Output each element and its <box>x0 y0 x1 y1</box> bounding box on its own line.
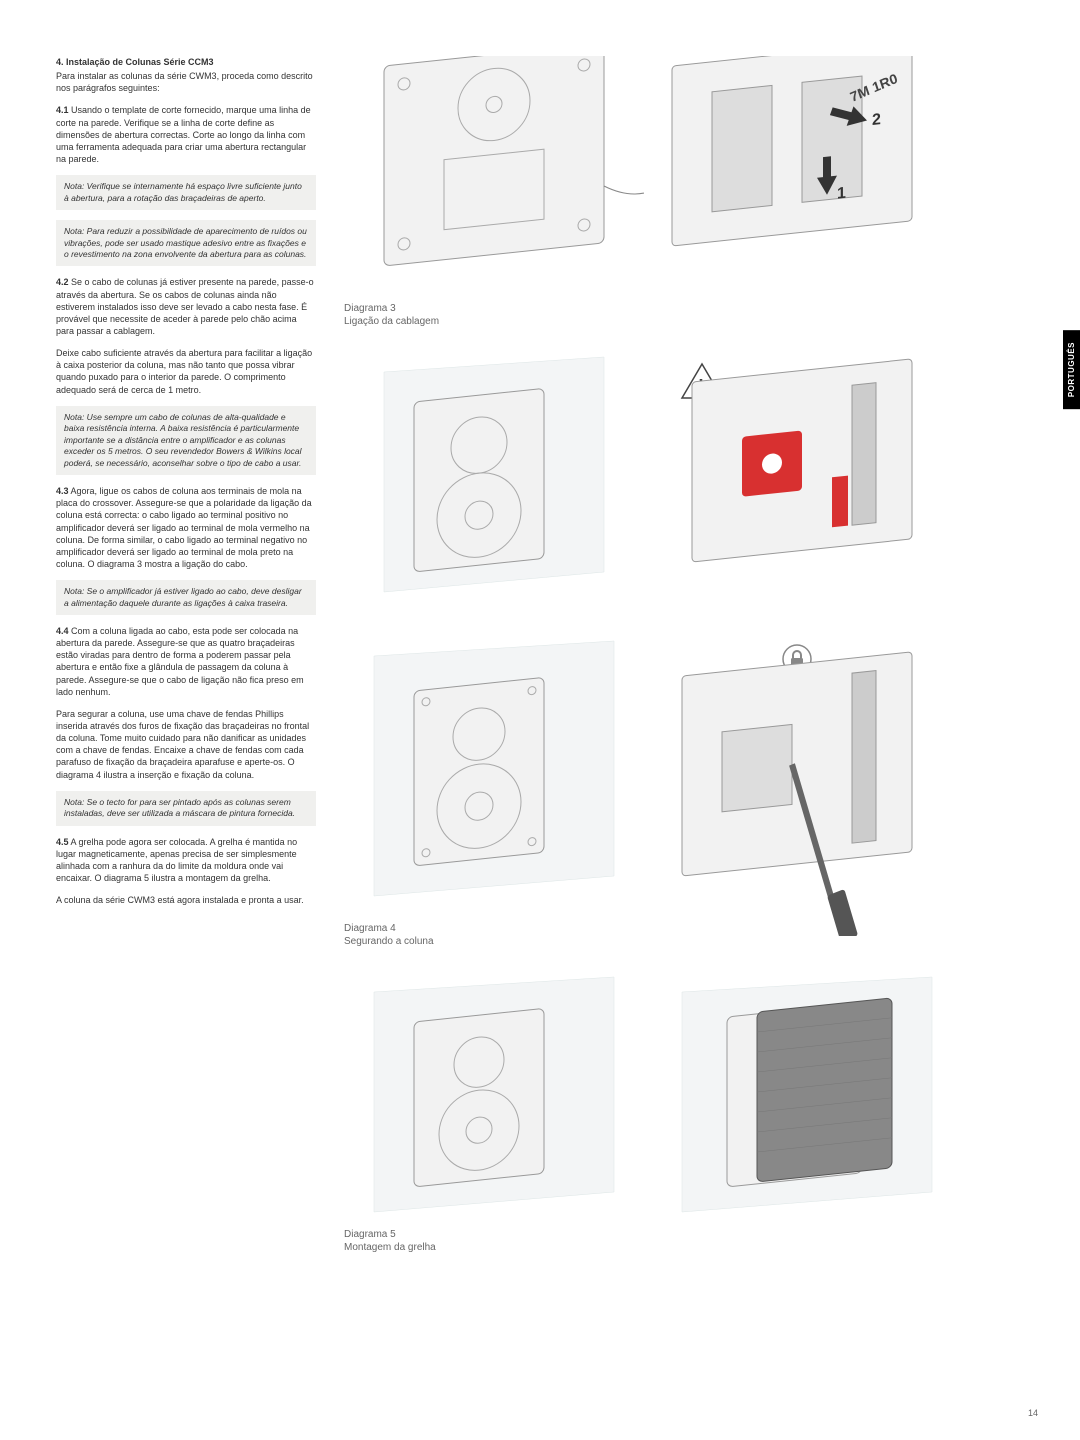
step-text: Com a coluna ligada ao cabo, esta pode s… <box>56 626 304 697</box>
step-42b: Deixe cabo suficiente através da abertur… <box>56 347 316 396</box>
diagram-5-left-image <box>344 972 644 1222</box>
step-number: 4.3 <box>56 486 69 496</box>
step-number: 4.2 <box>56 277 69 287</box>
diagram-3-left-image <box>344 56 644 296</box>
step-45a: 4.5 A grelha pode agora ser colocada. A … <box>56 836 316 885</box>
step-44a: 4.4 Com a coluna ligada ao cabo, esta po… <box>56 625 316 698</box>
diagram-clamp-right-image: ! <box>662 352 952 612</box>
diagram-3: 7M 1R0 1 2 Diagrama 3 Ligação da cablage <box>344 56 1038 328</box>
step-text: Usando o template de corte fornecido, ma… <box>56 105 311 164</box>
diagram-4: Diagrama 4 Segurando a coluna <box>344 636 1038 948</box>
note-box: Nota: Se o amplificador já estiver ligad… <box>56 580 316 615</box>
diagram-clamp: ! <box>344 352 1038 612</box>
note-box: Nota: Verifique se internamente há espaç… <box>56 175 316 210</box>
diagram-5-caption: Diagrama 5 Montagem da grelha <box>344 1228 644 1254</box>
note-box: Nota: Para reduzir a possibilidade de ap… <box>56 220 316 266</box>
diagram-3-right-image: 7M 1R0 1 2 <box>662 56 942 276</box>
diagram-4-right-image <box>662 636 952 936</box>
step-number: 4.1 <box>56 105 69 115</box>
diagram-4-caption: Diagrama 4 Segurando a coluna <box>344 922 644 948</box>
step-number: 4.5 <box>56 837 69 847</box>
step-42a: 4.2 Se o cabo de colunas já estiver pres… <box>56 276 316 337</box>
step-43: 4.3 Agora, ligue os cabos de coluna aos … <box>56 485 316 570</box>
diagram-clamp-left-image <box>344 352 644 612</box>
step-45b: A coluna da série CWM3 está agora instal… <box>56 894 316 906</box>
svg-text:2: 2 <box>872 110 881 129</box>
step-41: 4.1 Usando o template de corte fornecido… <box>56 104 316 165</box>
page-body: 4. Instalação de Colunas Série CCM3 Para… <box>56 56 1038 1254</box>
step-44b: Para segurar a coluna, use uma chave de … <box>56 708 316 781</box>
step-text: A grelha pode agora ser colocada. A grel… <box>56 837 297 883</box>
diagram-column: 7M 1R0 1 2 Diagrama 3 Ligação da cablage <box>344 56 1038 1254</box>
diagram-3-caption: Diagrama 3 Ligação da cablagem <box>344 302 1038 328</box>
svg-text:1: 1 <box>837 184 846 203</box>
page-number: 14 <box>1028 1408 1038 1418</box>
diagram-5: Diagrama 5 Montagem da grelha <box>344 972 1038 1254</box>
language-tab: PORTUGUÊS <box>1063 330 1080 409</box>
diagram-4-left-image <box>344 636 644 916</box>
note-box: Nota: Se o tecto for para ser pintado ap… <box>56 791 316 826</box>
step-text: Se o cabo de colunas já estiver presente… <box>56 277 314 336</box>
section-heading: 4. Instalação de Colunas Série CCM3 <box>56 56 316 68</box>
step-number: 4.4 <box>56 626 69 636</box>
step-text: Agora, ligue os cabos de coluna aos term… <box>56 486 312 569</box>
diagram-5-right-image <box>662 972 952 1222</box>
intro-text: Para instalar as colunas da série CWM3, … <box>56 70 316 94</box>
note-box: Nota: Use sempre um cabo de colunas de a… <box>56 406 316 475</box>
text-column: 4. Instalação de Colunas Série CCM3 Para… <box>56 56 316 1254</box>
